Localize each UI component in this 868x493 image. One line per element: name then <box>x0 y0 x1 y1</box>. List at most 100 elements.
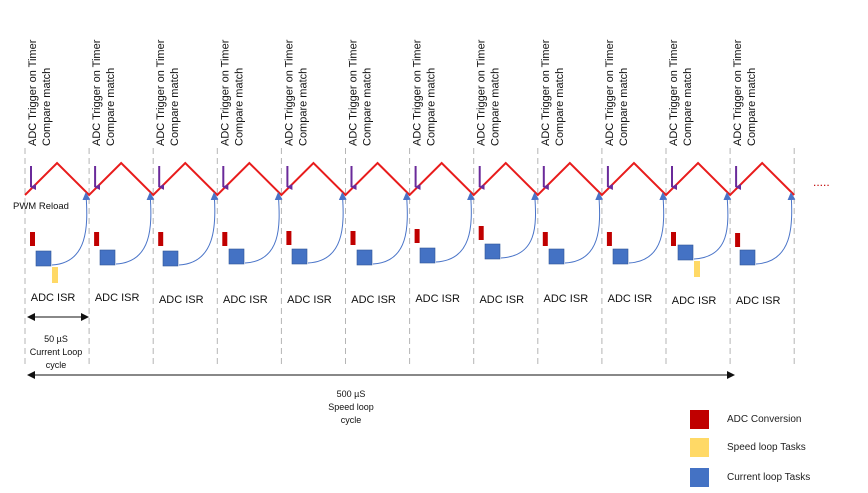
current-loop-task-block <box>739 249 756 266</box>
isr-reload-arc <box>178 192 219 266</box>
current-loop-task-block <box>548 248 565 265</box>
adc-isr-label: ADC ISR <box>351 294 396 306</box>
adc-isr-label: ADC ISR <box>672 295 717 307</box>
adc-conversion-bar <box>414 229 420 243</box>
trigger-label-line2: Compare match <box>105 68 117 146</box>
trigger-label-line1: ADC Trigger on Timer <box>476 39 488 146</box>
trigger-label-line2: Compare match <box>618 68 630 146</box>
adc-conversion-bar <box>222 232 228 246</box>
trigger-label-line2: Compare match <box>362 68 374 146</box>
adc-conversion-bar <box>478 226 484 240</box>
adc-conversion-bar <box>350 231 356 245</box>
legend-label-adc-conversion: ADC Conversion <box>727 414 802 425</box>
adc-isr-label: ADC ISR <box>287 294 332 306</box>
adc-isr-label: ADC ISR <box>223 294 268 306</box>
trigger-label-line1: ADC Trigger on Timer <box>668 39 680 146</box>
adc-isr-label: ADC ISR <box>415 293 460 305</box>
speed-loop-value: 500 µS <box>337 389 366 399</box>
trigger-label: ADC Trigger on Timer Compare match <box>412 39 438 146</box>
trigger-label-line2: Compare match <box>233 68 245 146</box>
isr-reload-arc <box>435 192 475 263</box>
current-loop-task-block <box>484 243 501 260</box>
trigger-label-line1: ADC Trigger on Timer <box>540 39 552 146</box>
adc-conversion-bar <box>286 231 292 245</box>
adc-isr-label: ADC ISR <box>608 293 653 305</box>
speed-loop-task-block <box>694 261 700 277</box>
adc-isr-label: ADC ISR <box>95 292 140 304</box>
trigger-label: ADC Trigger on Timer Compare match <box>155 39 181 146</box>
adc-conversion-bar <box>158 232 164 246</box>
adc-isr-label: ADC ISR <box>479 294 524 306</box>
isr-reload-arc <box>307 192 347 264</box>
current-loop-task-block <box>99 249 116 266</box>
adc-conversion-bar <box>735 233 741 247</box>
isr-reload-arc <box>115 192 155 265</box>
trigger-label: ADC Trigger on Timer Compare match <box>91 39 117 146</box>
trigger-label: ADC Trigger on Timer Compare match <box>283 39 309 146</box>
trigger-label: ADC Trigger on Timer Compare match <box>732 39 758 146</box>
current-loop-line2: Current Loop <box>30 347 83 357</box>
trigger-label-line2: Compare match <box>682 68 694 146</box>
trigger-label: ADC Trigger on Timer Compare match <box>27 39 53 146</box>
trigger-label: ADC Trigger on Timer Compare match <box>668 39 694 146</box>
current-loop-task-block <box>291 248 308 265</box>
isr-reload-arc <box>244 192 283 264</box>
current-loop-line3: cycle <box>46 360 67 370</box>
legend-label-current-loop-tasks: Current loop Tasks <box>727 472 811 483</box>
legend-label-speed-loop-tasks: Speed loop Tasks <box>727 442 806 453</box>
trigger-label: ADC Trigger on Timer Compare match <box>540 39 566 146</box>
adc-conversion-bar <box>606 232 612 246</box>
current-loop-value: 50 µS <box>44 334 68 344</box>
current-loop-task-block <box>677 244 694 261</box>
trigger-label-line1: ADC Trigger on Timer <box>283 39 295 146</box>
continuation-ellipsis: ..... <box>813 175 830 189</box>
legend-item-current-loop-tasks: Current loop Tasks <box>690 468 810 487</box>
speed-loop-line2: Speed loop <box>328 402 374 412</box>
current-loop-task-block <box>419 247 436 264</box>
pwm-reload-label: PWM Reload <box>13 201 69 212</box>
isr-reload-arc <box>372 192 411 265</box>
adc-isr-label: ADC ISR <box>544 293 589 305</box>
adc-conversion-swatch-icon <box>690 410 709 429</box>
speed-loop-line3: cycle <box>341 415 362 425</box>
trigger-label-line1: ADC Trigger on Timer <box>155 39 167 146</box>
current-loop-task-block <box>356 249 373 266</box>
trigger-label: ADC Trigger on Timer Compare match <box>476 39 502 146</box>
trigger-label-line2: Compare match <box>554 68 566 146</box>
trigger-label-line2: Compare match <box>746 68 758 146</box>
trigger-label-line2: Compare match <box>169 68 181 146</box>
adc-conversion-bar <box>671 232 676 246</box>
trigger-label: ADC Trigger on Timer Compare match <box>348 39 374 146</box>
legend-item-speed-loop-tasks: Speed loop Tasks <box>690 438 806 457</box>
trigger-label-line1: ADC Trigger on Timer <box>732 39 744 146</box>
isr-reload-arc <box>500 192 540 259</box>
isr-reload-arc <box>564 192 604 264</box>
isr-reload-arc <box>755 192 796 265</box>
adc-isr-label: ADC ISR <box>31 292 76 304</box>
adc-conversion-bar <box>30 232 35 246</box>
adc-conversion-bar <box>542 232 548 246</box>
trigger-label-line2: Compare match <box>490 68 502 146</box>
trigger-label-line1: ADC Trigger on Timer <box>412 39 424 146</box>
trigger-label: ADC Trigger on Timer Compare match <box>219 39 245 146</box>
trigger-label-line1: ADC Trigger on Timer <box>219 39 231 146</box>
trigger-label-line1: ADC Trigger on Timer <box>348 39 360 146</box>
speed-loop-swatch-icon <box>690 438 709 457</box>
current-loop-task-block <box>612 248 629 265</box>
trigger-label-line2: Compare match <box>297 68 309 146</box>
current-loop-swatch-icon <box>690 468 709 487</box>
isr-reload-arc <box>628 192 668 264</box>
legend-item-adc-conversion: ADC Conversion <box>690 410 801 429</box>
trigger-label: ADC Trigger on Timer Compare match <box>604 39 630 146</box>
trigger-label-line1: ADC Trigger on Timer <box>604 39 616 146</box>
trigger-label-line2: Compare match <box>426 68 438 146</box>
current-loop-task-block <box>35 250 52 267</box>
current-loop-task-block <box>228 248 245 265</box>
adc-conversion-bar <box>94 232 100 246</box>
speed-loop-task-block <box>52 267 58 283</box>
isr-reload-arc <box>693 192 732 260</box>
trigger-label-line1: ADC Trigger on Timer <box>27 39 39 146</box>
adc-isr-label: ADC ISR <box>159 294 204 306</box>
